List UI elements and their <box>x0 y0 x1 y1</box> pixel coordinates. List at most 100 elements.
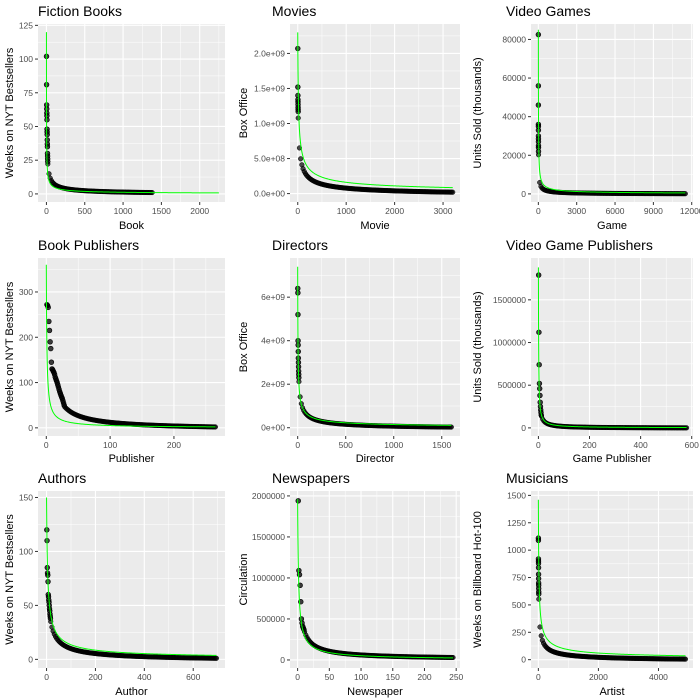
x-tick-label: 0 <box>295 672 300 682</box>
y-tick-label: 80000 <box>502 34 526 44</box>
y-tick-label: 1500 <box>507 490 526 500</box>
data-layer <box>295 266 454 430</box>
chart-title: Fiction Books <box>38 3 122 19</box>
fit-line <box>537 267 687 429</box>
plot-panel <box>531 491 693 668</box>
y-tick-label: 0 <box>280 655 285 665</box>
y-tick-label: 125 <box>19 20 33 30</box>
chart-panel: Newspapers 0 50 100 150 200 250 0 500000 1000000 1… <box>238 470 464 698</box>
chart-panel: Movies 0 1000 2000 3000 0.0e+00 5.0e+08 1.0e+09… <box>238 3 460 232</box>
data-layer <box>535 29 688 197</box>
x-tick-label: 0 <box>44 440 49 450</box>
y-axis-label: Units Sold (thousands) <box>472 57 484 168</box>
x-tick-label: 0 <box>44 206 49 216</box>
x-tick-label: 0 <box>536 672 541 682</box>
y-axis-label: Box Office <box>238 322 250 373</box>
y-tick-label: 250 <box>512 627 526 637</box>
data-point <box>47 339 53 345</box>
plot-panel <box>531 24 693 202</box>
y-axis-label: Weeks on NYT Bestsellers <box>4 514 16 645</box>
x-tick-label: 0 <box>295 440 300 450</box>
x-axis-label: Author <box>115 686 148 698</box>
x-tick-label: 0 <box>44 672 49 682</box>
data-point <box>296 571 303 578</box>
y-tick-label: 40000 <box>502 112 526 122</box>
x-axis-label: Newspaper <box>347 686 403 698</box>
data-point <box>48 345 54 352</box>
data-point <box>682 191 688 197</box>
y-axis-label: Weeks on NYT Bestsellers <box>4 281 16 412</box>
data-point <box>536 596 542 602</box>
fit-line <box>45 264 216 428</box>
x-tick-label: 3000 <box>567 206 586 216</box>
chart-panel: Fiction Books 0 500 1000 1500 2000 0 25 50 75 100 1… <box>4 3 225 232</box>
data-point <box>682 656 689 662</box>
x-tick-label: 2000 <box>589 672 608 682</box>
y-tick-label: 0 <box>521 189 526 199</box>
y-tick-label: 0 <box>521 423 526 433</box>
data-point <box>213 655 219 661</box>
plot-panel <box>290 24 460 202</box>
x-tick-label: 100 <box>354 672 368 682</box>
x-tick-label: 0 <box>295 206 300 216</box>
data-point <box>295 115 301 121</box>
plot-panel <box>38 24 225 202</box>
chart-panel: Book Publishers 0 100 200 0 100 200 300 Publishe… <box>4 237 225 465</box>
y-tick-label: 150 <box>19 492 33 502</box>
y-tick-label: 60000 <box>502 73 526 83</box>
plot-panel <box>38 491 225 668</box>
y-tick-label: 5.0e+08 <box>254 154 285 164</box>
y-axis-label: Circulation <box>238 554 250 606</box>
y-tick-label: 0 <box>521 655 526 665</box>
y-tick-label: 500 <box>512 600 526 610</box>
chart-panel: Authors 0 200 400 600 0 50 100 150 Author Weeks on… <box>4 470 225 698</box>
x-tick-label: 0 <box>536 206 541 216</box>
y-tick-label: 1500000 <box>493 295 526 305</box>
y-tick-label: 100 <box>19 378 33 388</box>
y-tick-label: 25 <box>24 155 34 165</box>
data-point <box>298 156 304 162</box>
fit-line <box>46 497 217 656</box>
chart-title: Book Publishers <box>38 237 139 253</box>
y-tick-label: 100 <box>19 54 33 64</box>
x-tick-label: 0 <box>536 440 541 450</box>
y-tick-label: 1.0e+09 <box>254 119 285 129</box>
y-tick-label: 2e+09 <box>261 379 285 389</box>
y-axis-label: Weeks on NYT Bestsellers <box>4 47 16 178</box>
x-tick-label: 3000 <box>434 206 453 216</box>
x-tick-label: 1500 <box>152 206 171 216</box>
y-axis-label: Weeks on Billboard Hot-100 <box>472 511 484 648</box>
x-tick-label: 200 <box>88 672 102 682</box>
data-point <box>48 359 55 365</box>
x-axis-label: Movie <box>360 220 389 232</box>
x-tick-label: 50 <box>325 672 335 682</box>
data-layer <box>535 267 690 431</box>
data-point <box>536 591 542 597</box>
y-tick-label: 500000 <box>257 614 286 624</box>
x-tick-label: 100 <box>103 440 117 450</box>
x-tick-label: 500 <box>78 206 92 216</box>
y-tick-label: 2.0e+09 <box>254 48 285 58</box>
y-tick-label: 2000000 <box>252 491 285 501</box>
x-axis-label: Artist <box>599 686 624 698</box>
y-tick-label: 0 <box>28 423 33 433</box>
y-tick-label: 1000 <box>507 545 526 555</box>
data-point <box>44 131 50 138</box>
plot-panel <box>290 491 460 668</box>
chart-panel: Video Game Publishers 0 200 400 600 0 500000 10… <box>472 237 699 465</box>
x-tick-label: 4000 <box>649 672 668 682</box>
y-tick-label: 100 <box>19 546 33 556</box>
y-tick-label: 0 <box>28 189 33 199</box>
x-tick-label: 1000 <box>337 206 356 216</box>
y-axis-label: Box Office <box>238 88 250 139</box>
data-layer <box>535 499 689 662</box>
x-tick-label: 200 <box>582 440 596 450</box>
y-tick-label: 1000000 <box>252 573 285 583</box>
y-tick-label: 1.5e+09 <box>254 83 285 93</box>
x-axis-label: Publisher <box>109 453 155 465</box>
x-tick-label: 400 <box>634 440 648 450</box>
y-tick-label: 300 <box>19 287 33 297</box>
y-tick-label: 75 <box>24 88 34 98</box>
